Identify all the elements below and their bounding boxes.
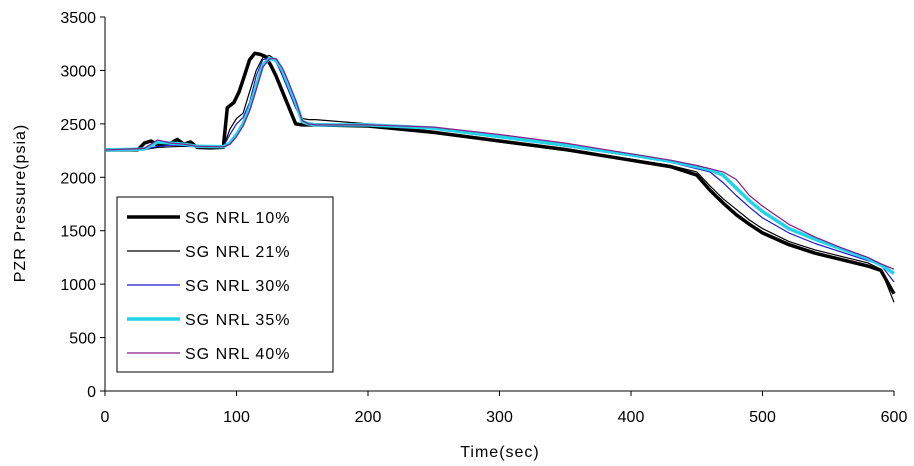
y-tick-label: 0 — [87, 384, 96, 401]
x-tick-label: 300 — [486, 409, 513, 426]
legend-label: SG NRL 10% — [185, 210, 290, 227]
y-tick-label: 3500 — [60, 10, 96, 27]
series-lines — [104, 51, 896, 303]
legend-label: SG NRL 40% — [185, 346, 290, 363]
x-tick-label: 0 — [101, 409, 110, 426]
y-tick-label: 1500 — [60, 224, 96, 241]
x-axis-title: Time(sec) — [460, 444, 540, 461]
y-tick-label: 2500 — [60, 117, 96, 134]
y-axis-ticks: 0 500 1000 1500 2000 2500 3000 3500 — [60, 10, 105, 401]
series-line-1 — [104, 51, 896, 295]
series-line-5 — [104, 58, 895, 270]
y-tick-label: 2000 — [60, 170, 96, 187]
series-line-2 — [104, 54, 895, 303]
x-tick-label: 400 — [618, 409, 645, 426]
x-tick-label: 200 — [355, 409, 382, 426]
y-tick-label: 500 — [69, 331, 96, 348]
legend: SG NRL 10% SG NRL 21% SG NRL 30% SG NRL 35%… — [116, 196, 334, 373]
x-axis-ticks: 0 100 200 300 400 500 600 — [101, 391, 908, 426]
y-tick-label: 3000 — [60, 63, 96, 80]
legend-label: SG NRL 30% — [185, 278, 290, 295]
x-tick-label: 500 — [749, 409, 776, 426]
legend-label: SG NRL 35% — [185, 312, 290, 329]
y-tick-label: 1000 — [60, 277, 96, 294]
legend-label: SG NRL 21% — [185, 244, 290, 261]
y-axis-title: PZR Pressure(psia) — [12, 124, 29, 282]
x-tick-label: 600 — [881, 409, 908, 426]
x-tick-label: 100 — [223, 409, 250, 426]
